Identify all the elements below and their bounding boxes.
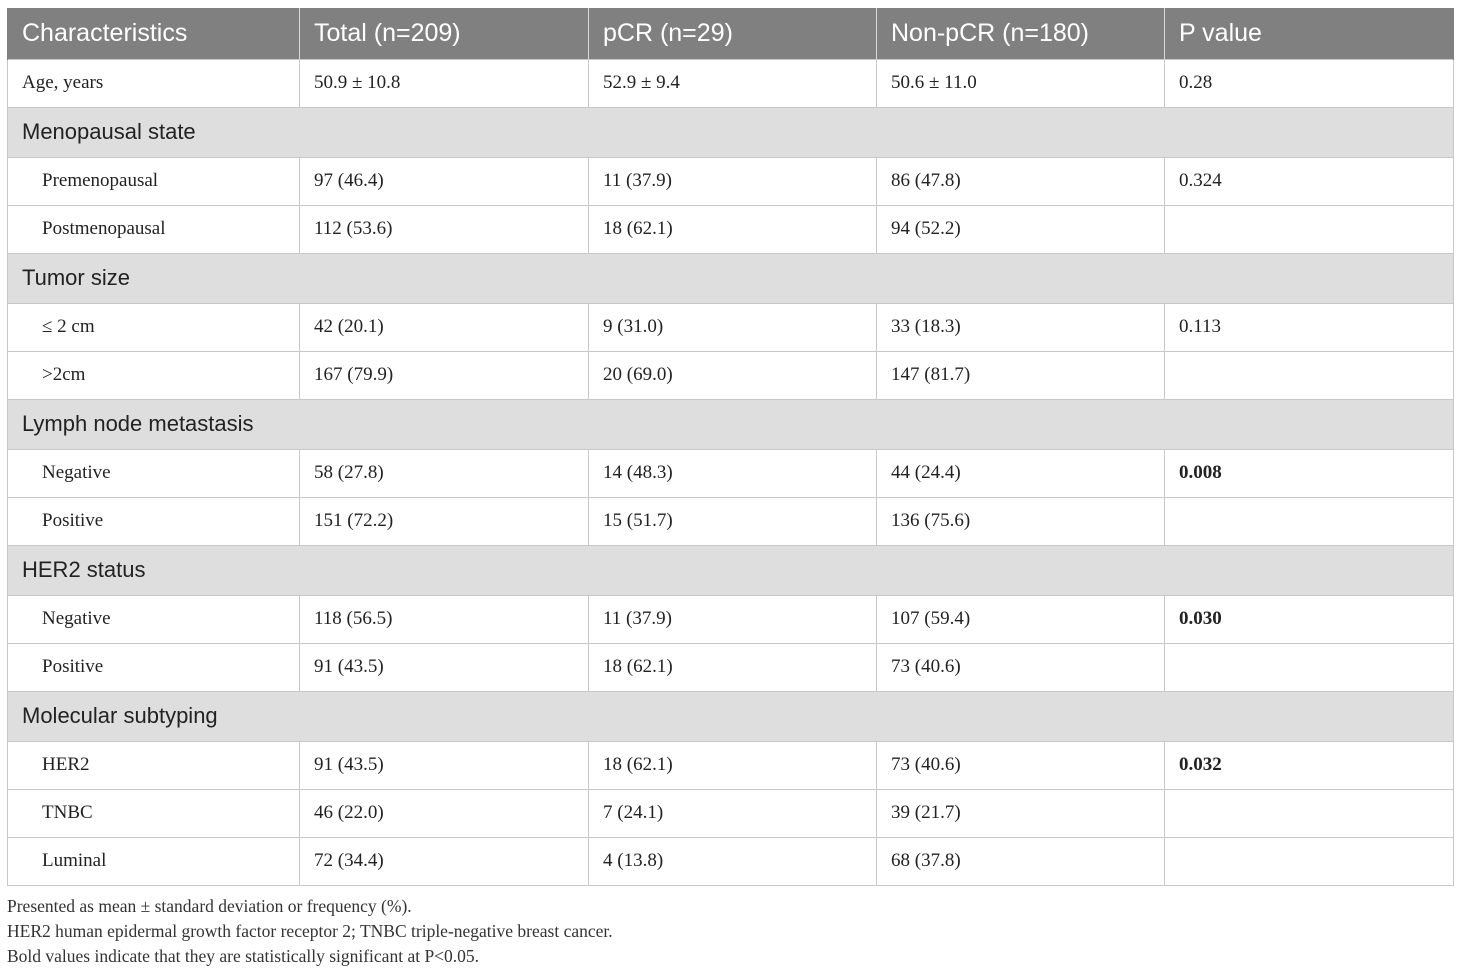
pcr-cell: 18 (62.1): [588, 740, 877, 790]
footnote: Bold values indicate that they are stati…: [7, 946, 480, 966]
p-value-cell: 0.113: [1164, 302, 1454, 352]
total-cell: 167 (79.9): [299, 350, 589, 400]
characteristic-cell: >2cm: [7, 350, 300, 400]
table-row: HER2 91 (43.5) 18 (62.1) 73 (40.6) 0.032: [7, 740, 1454, 790]
table-row: ≤ 2 cm 42 (20.1) 9 (31.0) 33 (18.3) 0.113: [7, 302, 1454, 352]
section-header-row: Tumor size: [7, 252, 1454, 304]
section-label: Lymph node metastasis: [7, 398, 1454, 450]
pcr-cell: 11 (37.9): [588, 156, 877, 206]
total-cell: 46 (22.0): [299, 788, 589, 838]
pcr-cell: 18 (62.1): [588, 642, 877, 692]
pcr-cell: 9 (31.0): [588, 302, 877, 352]
table-header: Characteristics Total (n=209) pCR (n=29)…: [7, 8, 1454, 59]
total-cell: 112 (53.6): [299, 204, 589, 254]
header-non-pcr: Non-pCR (n=180): [876, 8, 1165, 59]
pcr-cell: 20 (69.0): [588, 350, 877, 400]
characteristics-table: Characteristics Total (n=209) pCR (n=29)…: [7, 8, 1454, 886]
header-total: Total (n=209): [299, 8, 589, 59]
table-row: >2cm 167 (79.9) 20 (69.0) 147 (81.7): [7, 350, 1454, 400]
characteristic-cell: Positive: [7, 642, 300, 692]
table-footnotes: Presented as mean ± standard deviation o…: [7, 894, 613, 969]
pcr-cell: 11 (37.9): [588, 594, 877, 644]
section-label: HER2 status: [7, 544, 1454, 596]
p-value-cell: [1164, 496, 1454, 546]
table-row: Positive 151 (72.2) 15 (51.7) 136 (75.6): [7, 496, 1454, 546]
section-label: Molecular subtyping: [7, 690, 1454, 742]
total-cell: 151 (72.2): [299, 496, 589, 546]
total-cell: 72 (34.4): [299, 836, 589, 886]
table-row: Premenopausal 97 (46.4) 11 (37.9) 86 (47.8)…: [7, 156, 1454, 206]
non-pcr-cell: 136 (75.6): [876, 496, 1165, 546]
non-pcr-cell: 94 (52.2): [876, 204, 1165, 254]
pcr-cell: 52.9 ± 9.4: [588, 58, 877, 108]
non-pcr-cell: 39 (21.7): [876, 788, 1165, 838]
non-pcr-cell: 73 (40.6): [876, 642, 1165, 692]
p-value-cell: 0.28: [1164, 58, 1454, 108]
non-pcr-cell: 44 (24.4): [876, 448, 1165, 498]
header-row: Characteristics Total (n=209) pCR (n=29)…: [7, 8, 1454, 59]
total-cell: 91 (43.5): [299, 642, 589, 692]
p-value-cell: [1164, 204, 1454, 254]
table-row: Age, years 50.9 ± 10.8 52.9 ± 9.4 50.6 ± 11…: [7, 58, 1454, 108]
non-pcr-cell: 50.6 ± 11.0: [876, 58, 1165, 108]
header-pcr: pCR (n=29): [588, 8, 877, 59]
non-pcr-cell: 86 (47.8): [876, 156, 1165, 206]
characteristic-cell: TNBC: [7, 788, 300, 838]
characteristic-cell: Age, years: [7, 58, 300, 108]
non-pcr-cell: 68 (37.8): [876, 836, 1165, 886]
characteristic-cell: Negative: [7, 448, 300, 498]
total-cell: 58 (27.8): [299, 448, 589, 498]
pcr-cell: 15 (51.7): [588, 496, 877, 546]
non-pcr-cell: 107 (59.4): [876, 594, 1165, 644]
p-value-cell: 0.324: [1164, 156, 1454, 206]
characteristic-cell: Positive: [7, 496, 300, 546]
characteristic-cell: Premenopausal: [7, 156, 300, 206]
pcr-cell: 4 (13.8): [588, 836, 877, 886]
non-pcr-cell: 33 (18.3): [876, 302, 1165, 352]
pcr-cell: 14 (48.3): [588, 448, 877, 498]
table-container: Characteristics Total (n=209) pCR (n=29)…: [7, 8, 1454, 886]
total-cell: 118 (56.5): [299, 594, 589, 644]
header-p-value: P value: [1164, 8, 1454, 59]
p-value-cell: [1164, 350, 1454, 400]
p-value-cell: [1164, 642, 1454, 692]
p-value-cell: [1164, 788, 1454, 838]
total-cell: 50.9 ± 10.8: [299, 58, 589, 108]
section-header-row: Menopausal state: [7, 106, 1454, 158]
table-row: Luminal 72 (34.4) 4 (13.8) 68 (37.8): [7, 836, 1454, 886]
p-value-cell: [1164, 836, 1454, 886]
non-pcr-cell: 147 (81.7): [876, 350, 1165, 400]
footnote: HER2 human epidermal growth factor recep…: [7, 921, 613, 941]
characteristic-cell: Postmenopausal: [7, 204, 300, 254]
total-cell: 91 (43.5): [299, 740, 589, 790]
total-cell: 42 (20.1): [299, 302, 589, 352]
table-body: Age, years 50.9 ± 10.8 52.9 ± 9.4 50.6 ± 11…: [7, 58, 1454, 886]
section-header-row: Molecular subtyping: [7, 690, 1454, 742]
section-header-row: HER2 status: [7, 544, 1454, 596]
section-label: Menopausal state: [7, 106, 1454, 158]
characteristic-cell: ≤ 2 cm: [7, 302, 300, 352]
total-cell: 97 (46.4): [299, 156, 589, 206]
pcr-cell: 18 (62.1): [588, 204, 877, 254]
table-row: Postmenopausal 112 (53.6) 18 (62.1) 94 (52.…: [7, 204, 1454, 254]
header-characteristics: Characteristics: [7, 8, 300, 59]
p-value-cell: 0.030: [1164, 594, 1454, 644]
pcr-cell: 7 (24.1): [588, 788, 877, 838]
table-row: Positive 91 (43.5) 18 (62.1) 73 (40.6): [7, 642, 1454, 692]
table-row: Negative 118 (56.5) 11 (37.9) 107 (59.4) 0.0…: [7, 594, 1454, 644]
section-label: Tumor size: [7, 252, 1454, 304]
table-row: Negative 58 (27.8) 14 (48.3) 44 (24.4) 0.008: [7, 448, 1454, 498]
p-value-cell: 0.032: [1164, 740, 1454, 790]
table-row: TNBC 46 (22.0) 7 (24.1) 39 (21.7): [7, 788, 1454, 838]
footnote: Presented as mean ± standard deviation o…: [7, 896, 412, 916]
characteristic-cell: Negative: [7, 594, 300, 644]
characteristic-cell: Luminal: [7, 836, 300, 886]
non-pcr-cell: 73 (40.6): [876, 740, 1165, 790]
section-header-row: Lymph node metastasis: [7, 398, 1454, 450]
characteristic-cell: HER2: [7, 740, 300, 790]
p-value-cell: 0.008: [1164, 448, 1454, 498]
